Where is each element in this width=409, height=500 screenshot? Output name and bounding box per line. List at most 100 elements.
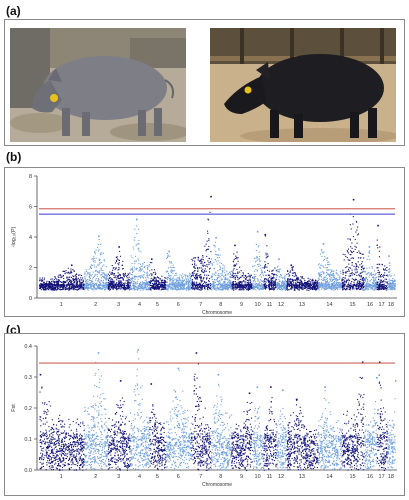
snp-point xyxy=(92,261,94,263)
snp-point xyxy=(160,284,162,286)
snp-point xyxy=(392,280,395,282)
snp-point xyxy=(367,283,369,285)
snp-point xyxy=(234,277,237,279)
snp-point xyxy=(177,286,179,288)
snp-point xyxy=(141,286,143,289)
snp-point xyxy=(45,285,47,287)
snp-point xyxy=(202,268,204,270)
snp-point xyxy=(117,269,119,271)
snp-point xyxy=(361,271,363,274)
snp-point xyxy=(87,284,89,286)
snp-point xyxy=(153,286,155,288)
snp-point xyxy=(157,280,159,282)
snp-point xyxy=(299,283,301,285)
snp-point xyxy=(199,283,201,285)
snp-point xyxy=(368,276,370,278)
snp-point xyxy=(157,286,159,289)
snp-point xyxy=(247,286,249,288)
snp-point xyxy=(212,283,214,286)
snp-point xyxy=(227,285,229,287)
snp-point xyxy=(315,288,317,290)
snp-point xyxy=(62,283,64,285)
snp-point xyxy=(97,264,99,266)
snp-point xyxy=(96,271,98,273)
snp-point xyxy=(139,277,141,279)
snp-point xyxy=(386,266,388,268)
y-tick-label: 4 xyxy=(29,235,32,241)
snp-point xyxy=(169,281,171,283)
snp-point xyxy=(102,285,104,287)
snp-point xyxy=(97,284,99,286)
snp-point xyxy=(67,271,69,273)
snp-point xyxy=(106,283,108,285)
snp-point xyxy=(365,277,367,279)
snp-point xyxy=(368,274,371,276)
snp-point xyxy=(122,260,124,262)
snp-point xyxy=(256,256,258,258)
snp-point xyxy=(92,276,94,278)
snp-point xyxy=(76,282,78,285)
snp-point xyxy=(346,266,348,268)
snp-point xyxy=(71,278,74,280)
snp-point xyxy=(239,285,241,287)
snp-point xyxy=(69,285,71,287)
snp-point xyxy=(216,254,218,256)
snp-point xyxy=(202,282,204,284)
snp-point xyxy=(46,284,48,286)
snp-point xyxy=(70,268,72,270)
snp-point xyxy=(203,270,205,272)
snp-point xyxy=(210,284,212,286)
snp-point xyxy=(260,279,262,281)
snp-point xyxy=(166,288,168,290)
snp-point xyxy=(213,288,215,291)
snp-point xyxy=(211,278,213,281)
snp-point xyxy=(346,279,348,281)
snp-point xyxy=(130,286,132,288)
snp-point xyxy=(182,288,184,290)
snp-point xyxy=(123,283,125,285)
snp-point xyxy=(185,277,187,279)
snp-point xyxy=(62,288,64,290)
snp-point xyxy=(120,283,122,285)
snp-point xyxy=(376,287,378,289)
snp-point xyxy=(149,281,151,284)
snp-point xyxy=(215,251,217,253)
snp-point xyxy=(355,262,357,265)
snp-point xyxy=(61,288,63,290)
snp-point xyxy=(367,287,369,289)
snp-point xyxy=(233,264,235,266)
snp-point xyxy=(246,279,249,281)
chromosome-5-points xyxy=(149,258,167,291)
snp-point xyxy=(296,277,298,279)
snp-point xyxy=(254,275,256,278)
snp-point xyxy=(335,277,337,279)
snp-point xyxy=(113,281,115,283)
snp-point xyxy=(94,251,96,254)
snp-point xyxy=(105,287,107,289)
snp-point xyxy=(390,284,392,286)
snp-point xyxy=(275,269,277,271)
snp-point xyxy=(101,253,103,255)
snp-point xyxy=(233,275,235,277)
snp-point xyxy=(208,274,210,276)
snp-point xyxy=(333,287,335,289)
snp-point xyxy=(283,286,286,288)
snp-point xyxy=(179,279,181,281)
snp-point xyxy=(87,272,89,274)
snp-point xyxy=(323,273,325,275)
snp-point xyxy=(116,284,118,286)
snp-point xyxy=(189,274,191,276)
snp-point xyxy=(76,284,78,286)
snp-point xyxy=(265,281,267,283)
snp-point xyxy=(365,288,367,290)
snp-point xyxy=(266,256,268,258)
snp-point xyxy=(168,272,170,274)
snp-point xyxy=(325,257,327,259)
snp-point xyxy=(355,272,357,274)
snp-point xyxy=(265,285,267,288)
snp-point xyxy=(192,275,194,277)
snp-point xyxy=(224,286,226,288)
snp-point xyxy=(80,288,82,290)
x-tick-label-chr-14: 14 xyxy=(326,302,332,308)
snp-point xyxy=(327,286,329,288)
